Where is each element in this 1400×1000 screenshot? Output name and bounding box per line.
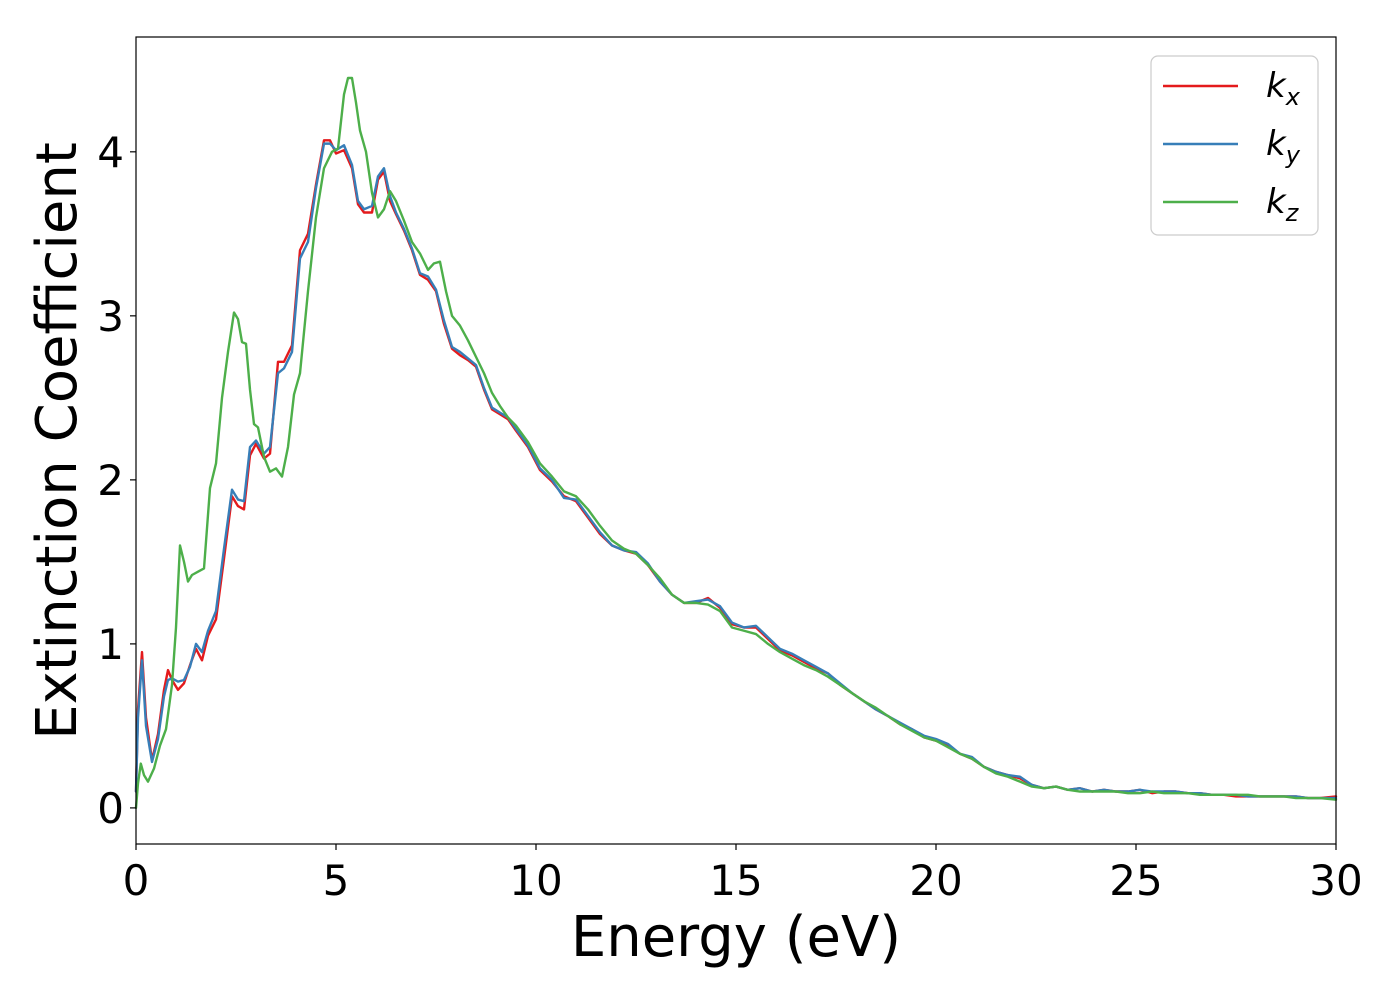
y-tick-label: 3 <box>97 292 124 341</box>
x-tick-label: 30 <box>1309 856 1362 905</box>
x-tick-label: 0 <box>123 856 150 905</box>
x-tick-label: 5 <box>323 856 350 905</box>
y-tick-label: 2 <box>97 456 124 505</box>
legend-label-x: kx <box>1266 66 1301 111</box>
y-tick-label: 0 <box>97 784 124 833</box>
legend: kx ky kz <box>1150 55 1319 236</box>
y-axis-label: Extinction Coefficient <box>25 142 90 740</box>
series-line-y <box>134 142 1338 800</box>
legend-label-z: kz <box>1266 182 1300 227</box>
legend-box <box>1150 55 1319 236</box>
y-tick-label: 1 <box>97 620 124 669</box>
tick-layer: 0 5 10 15 20 25 30 0 1 2 3 4 <box>97 128 1362 905</box>
x-tick-label: 25 <box>1109 856 1162 905</box>
y-tick-label: 4 <box>97 128 124 177</box>
x-tick-label: 20 <box>909 856 962 905</box>
x-axis-label: Energy (eV) <box>571 905 901 970</box>
x-tick-label: 15 <box>709 856 762 905</box>
series-line-z <box>134 76 1338 810</box>
legend-label-y: ky <box>1266 124 1301 169</box>
x-tick-label: 10 <box>509 856 562 905</box>
series-layer <box>134 76 1338 810</box>
